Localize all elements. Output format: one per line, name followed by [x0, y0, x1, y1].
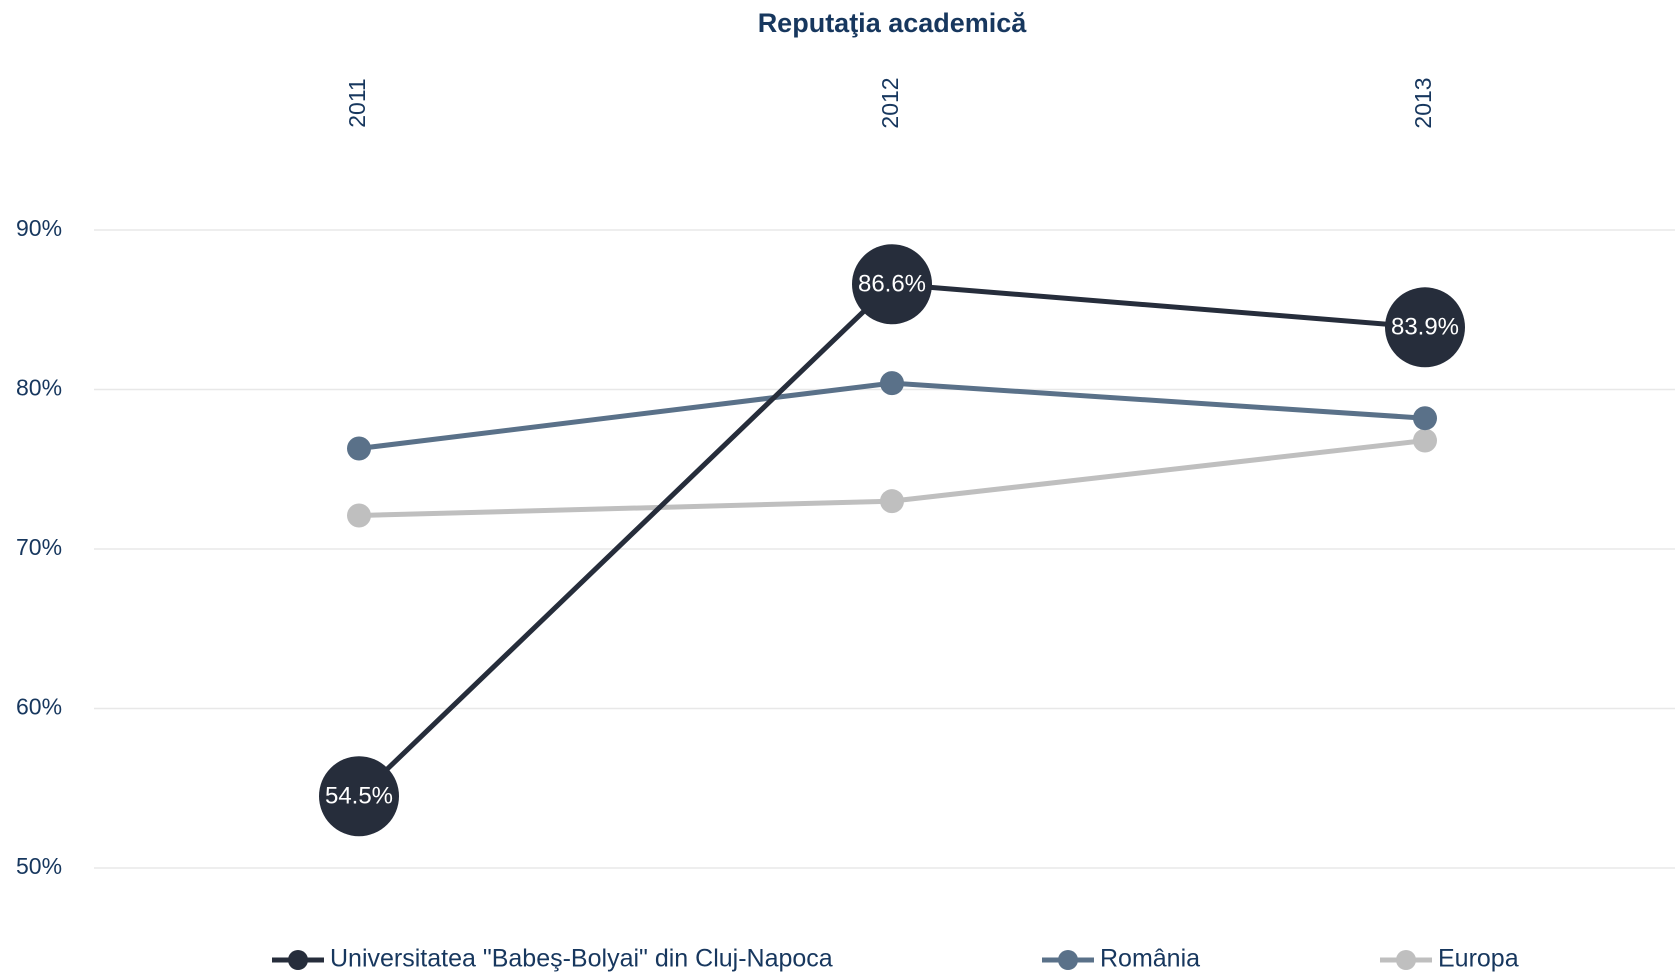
legend-marker [1396, 950, 1416, 970]
y-tick-label: 60% [16, 694, 62, 720]
data-point [1413, 406, 1437, 431]
data-point [880, 371, 904, 396]
data-point [852, 244, 932, 325]
data-point [1413, 428, 1437, 453]
y-tick-label: 50% [16, 853, 62, 879]
chart-title: Reputaţia academică [758, 8, 1028, 38]
data-label: 83.9% [1391, 314, 1459, 341]
data-point [319, 756, 399, 837]
data-point [347, 503, 371, 528]
legend-label: Universitatea "Babeş-Bolyai" din Cluj-Na… [330, 945, 833, 973]
data-label: 86.6% [858, 271, 926, 298]
data-label: 54.5% [325, 783, 393, 810]
legend-marker [1058, 950, 1078, 970]
x-tick-label: 2011 [344, 78, 370, 127]
x-tick-label: 2012 [877, 77, 903, 128]
legend-label: România [1100, 945, 1200, 973]
x-tick-label: 2013 [1410, 77, 1436, 128]
y-tick-label: 90% [16, 215, 62, 241]
legend-label: Europa [1438, 945, 1519, 973]
y-tick-label: 80% [16, 375, 62, 401]
legend-marker [288, 950, 308, 970]
series-line [357, 281, 1426, 799]
data-point [347, 436, 371, 461]
data-point [880, 489, 904, 514]
data-point [1385, 287, 1465, 368]
y-tick-label: 70% [16, 534, 62, 560]
